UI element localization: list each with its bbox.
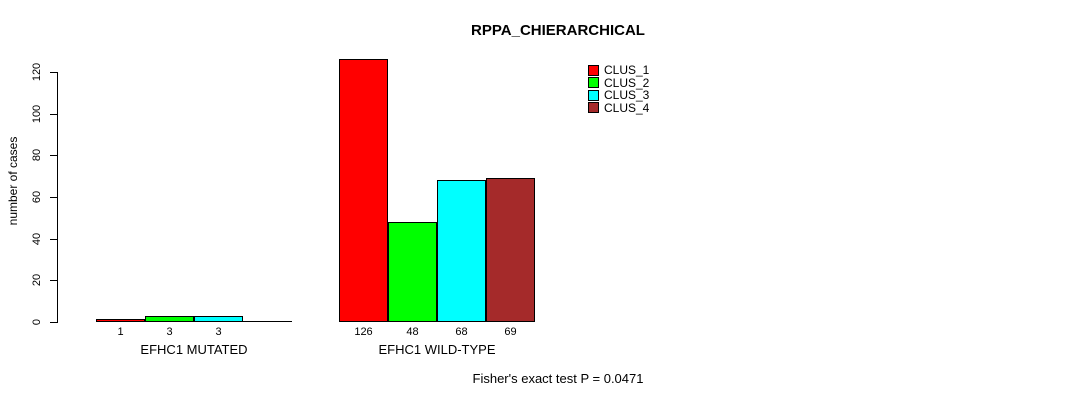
y-axis-tick-label: 40 — [31, 232, 43, 246]
legend-swatch-clus_3 — [588, 89, 599, 101]
legend-label: CLUS_2 — [604, 75, 650, 90]
bar-value-label: 68 — [455, 326, 468, 338]
p-value-annotation: Fisher's exact test P = 0.0471 — [472, 371, 644, 386]
bar-clus-4-efhc1-wild-type — [486, 178, 535, 322]
y-axis-tick — [50, 114, 58, 115]
bar-clus-4-efhc1-mutated — [243, 321, 292, 322]
y-axis-label: number of cases — [6, 136, 20, 226]
bar-clus-1-efhc1-mutated — [96, 319, 145, 322]
bar-clus-2-efhc1-mutated — [145, 316, 194, 322]
y-axis-tick — [50, 155, 58, 156]
y-axis-tick-label: 60 — [31, 190, 43, 204]
bar-value-label: 48 — [406, 326, 419, 338]
y-axis-tick — [50, 239, 58, 240]
group-label-efhc1-mutated: EFHC1 MUTATED — [140, 342, 248, 357]
legend-row-clus_4: CLUS_4 — [588, 100, 650, 115]
y-axis-tick-label: 80 — [31, 148, 43, 162]
y-axis-tick — [50, 197, 58, 198]
bar-clus-2-efhc1-wild-type — [388, 222, 437, 322]
legend-row-clus_3: CLUS_3 — [588, 88, 650, 103]
bar-value-label: 1 — [117, 326, 124, 338]
legend-label: CLUS_4 — [604, 100, 650, 115]
legend-row-clus_2: CLUS_2 — [588, 75, 650, 90]
group-label-efhc1-wild-type: EFHC1 WILD-TYPE — [378, 342, 496, 357]
bar-clus-3-efhc1-wild-type — [437, 180, 486, 322]
y-axis-tick — [50, 322, 58, 323]
bar-clus-3-efhc1-mutated — [194, 316, 243, 322]
legend: CLUS_1 CLUS_2 CLUS_3 CLUS_4 — [588, 63, 650, 115]
legend-swatch-clus_1 — [588, 64, 599, 76]
y-axis-tick-label: 20 — [31, 273, 43, 287]
legend-swatch-clus_2 — [588, 77, 599, 89]
bar-value-label: 3 — [166, 326, 173, 338]
legend-row-clus_1: CLUS_1 — [588, 63, 650, 78]
chart-title: RPPA_CHIERARCHICAL — [471, 22, 645, 39]
y-axis-tick-label: 0 — [31, 318, 43, 326]
legend-label: CLUS_1 — [604, 63, 650, 78]
y-axis-tick-label: 100 — [31, 104, 43, 124]
y-axis-tick — [50, 280, 58, 281]
bar-value-label: 69 — [504, 326, 517, 338]
bar-value-label: 3 — [215, 326, 222, 338]
bar-clus-1-efhc1-wild-type — [339, 59, 388, 322]
y-axis-tick — [50, 72, 58, 73]
legend-label: CLUS_3 — [604, 88, 650, 103]
legend-swatch-clus_4 — [588, 102, 599, 114]
y-axis-tick-label: 120 — [31, 62, 43, 82]
bar-value-label: 126 — [354, 326, 373, 338]
